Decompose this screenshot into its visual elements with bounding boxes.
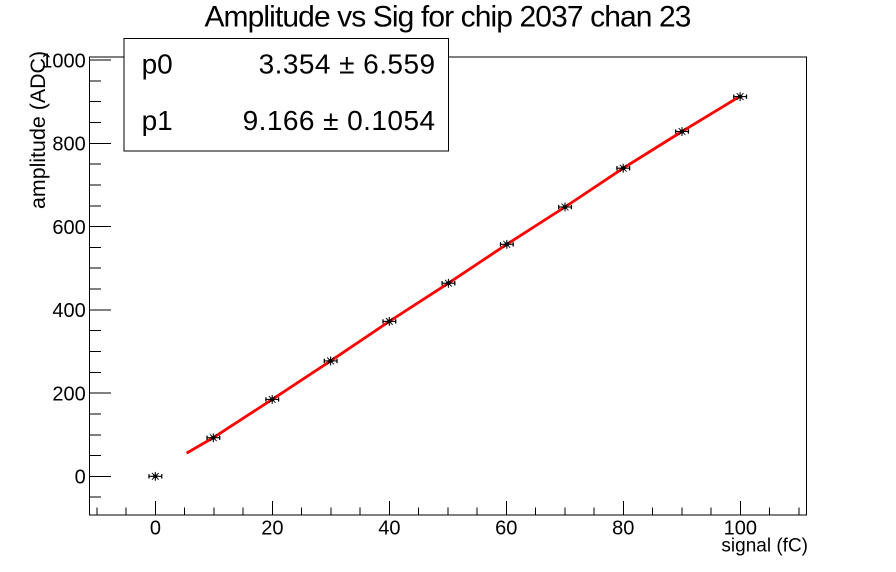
- svg-text:600: 600: [52, 217, 85, 239]
- svg-text:1000: 1000: [41, 50, 86, 72]
- svg-text:0: 0: [150, 518, 161, 540]
- svg-text:p0: p0: [142, 48, 173, 79]
- svg-text:20: 20: [261, 518, 283, 540]
- svg-text:signal (fC): signal (fC): [721, 535, 808, 556]
- svg-text:0: 0: [75, 467, 86, 489]
- svg-text:80: 80: [612, 518, 634, 540]
- svg-text:amplitude (ADC): amplitude (ADC): [26, 51, 50, 209]
- svg-text:200: 200: [52, 383, 85, 405]
- svg-text:3.354 ± 6.559: 3.354 ± 6.559: [259, 48, 436, 79]
- svg-text:p1: p1: [142, 105, 173, 136]
- svg-text:40: 40: [378, 518, 400, 540]
- svg-text:Amplitude vs Sig for chip 2037: Amplitude vs Sig for chip 2037 chan 23: [204, 1, 690, 34]
- svg-text:800: 800: [52, 134, 85, 156]
- svg-text:60: 60: [495, 518, 517, 540]
- svg-text:100: 100: [724, 518, 757, 540]
- svg-text:400: 400: [52, 300, 85, 322]
- svg-text:9.166 ± 0.1054: 9.166 ± 0.1054: [243, 105, 436, 136]
